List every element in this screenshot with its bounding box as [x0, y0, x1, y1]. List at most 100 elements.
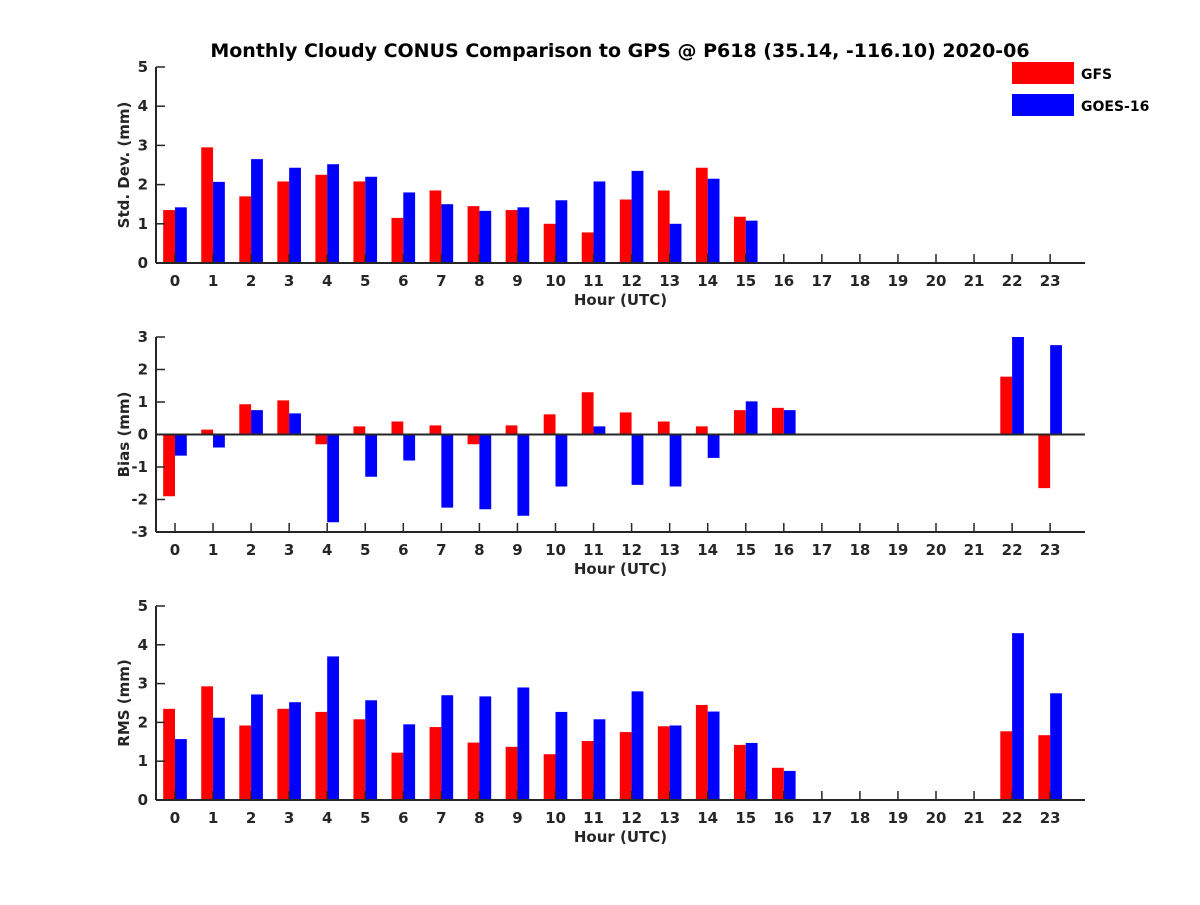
bar-std-dev-gfs-4: [315, 174, 328, 263]
bar-rms-goes16-10: [555, 711, 568, 800]
bar-std-dev-gfs-9: [505, 210, 518, 263]
bar-std-dev-goes16-14: [707, 178, 720, 263]
x-tick-label-bias-22: 22: [1002, 541, 1023, 559]
bar-bias-goes16-9: [517, 434, 530, 516]
x-tick-label-std-dev-0: 0: [170, 272, 180, 290]
x-tick-label-rms-6: 6: [398, 809, 408, 827]
x-tick-label-std-dev-3: 3: [284, 272, 294, 290]
y-tick-label-std-dev-4: 4: [138, 97, 148, 115]
y-tick-label-std-dev-0: 0: [138, 254, 148, 272]
x-axis-label-bias: Hour (UTC): [574, 560, 667, 578]
bar-std-dev-goes16-6: [403, 192, 416, 263]
bar-std-dev-gfs-8: [467, 206, 480, 263]
x-tick-label-rms-7: 7: [436, 809, 446, 827]
bar-std-dev-goes16-3: [289, 167, 301, 263]
bar-bias-goes16-10: [555, 434, 568, 487]
bar-rms-gfs-5: [353, 719, 366, 800]
bar-bias-goes16-22: [1012, 337, 1024, 435]
bar-rms-gfs-6: [391, 752, 404, 800]
x-tick-label-bias-9: 9: [512, 541, 522, 559]
x-tick-label-bias-11: 11: [583, 541, 604, 559]
x-tick-label-bias-1: 1: [208, 541, 218, 559]
bar-std-dev-goes16-8: [479, 210, 492, 263]
bar-std-dev-gfs-12: [619, 199, 632, 263]
x-tick-label-bias-20: 20: [926, 541, 947, 559]
x-tick-label-std-dev-9: 9: [512, 272, 522, 290]
x-tick-label-rms-20: 20: [926, 809, 947, 827]
bar-rms-goes16-11: [593, 719, 606, 800]
bar-bias-gfs-3: [277, 400, 290, 435]
x-tick-label-rms-5: 5: [360, 809, 370, 827]
bar-rms-gfs-7: [429, 727, 442, 800]
x-tick-label-std-dev-7: 7: [436, 272, 446, 290]
bar-bias-gfs-22: [1000, 376, 1013, 435]
x-tick-label-rms-22: 22: [1002, 809, 1023, 827]
bar-rms-goes16-5: [365, 700, 378, 800]
x-tick-label-std-dev-18: 18: [849, 272, 870, 290]
bar-bias-gfs-12: [619, 412, 632, 435]
x-tick-label-std-dev-14: 14: [697, 272, 718, 290]
x-tick-label-rms-19: 19: [888, 809, 909, 827]
x-tick-label-rms-11: 11: [583, 809, 604, 827]
bar-rms-gfs-15: [733, 744, 746, 800]
x-tick-label-std-dev-6: 6: [398, 272, 408, 290]
bar-std-dev-gfs-15: [733, 216, 746, 263]
x-tick-label-rms-14: 14: [697, 809, 718, 827]
bar-rms-goes16-13: [669, 725, 682, 800]
bar-rms-goes16-1: [213, 717, 225, 800]
x-tick-label-rms-10: 10: [545, 809, 566, 827]
bar-bias-gfs-5: [353, 426, 366, 435]
legend-label-gfs: GFS: [1081, 67, 1112, 83]
x-tick-label-std-dev-22: 22: [1002, 272, 1023, 290]
legend: GFS GOES-16: [1012, 62, 1149, 116]
bar-bias-goes16-11: [593, 426, 606, 435]
bar-rms-gfs-11: [581, 741, 594, 800]
x-tick-label-rms-1: 1: [208, 809, 218, 827]
bar-bias-gfs-10: [543, 414, 556, 435]
bar-bias-gfs-8: [467, 434, 480, 445]
bar-rms-goes16-9: [517, 687, 530, 800]
bar-std-dev-goes16-2: [251, 159, 263, 263]
x-tick-label-std-dev-23: 23: [1040, 272, 1061, 290]
x-tick-label-std-dev-20: 20: [926, 272, 947, 290]
bar-rms-goes16-8: [479, 696, 492, 800]
bar-std-dev-gfs-2: [239, 196, 252, 263]
bar-rms-gfs-9: [505, 746, 518, 800]
y-tick-label-rms-1: 1: [138, 752, 148, 770]
bar-std-dev-goes16-15: [745, 220, 758, 263]
x-tick-label-bias-8: 8: [474, 541, 484, 559]
bar-std-dev-gfs-10: [543, 223, 556, 263]
bar-rms-gfs-22: [1000, 731, 1013, 800]
x-tick-label-rms-4: 4: [322, 809, 332, 827]
x-tick-label-std-dev-16: 16: [773, 272, 794, 290]
y-tick-label-rms-4: 4: [138, 636, 148, 654]
x-tick-label-rms-3: 3: [284, 809, 294, 827]
y-tick-label-rms-3: 3: [138, 675, 148, 693]
x-tick-label-bias-10: 10: [545, 541, 566, 559]
bar-bias-gfs-9: [505, 425, 518, 435]
y-axis-label-rms: RMS (mm): [115, 659, 133, 746]
bar-std-dev-goes16-0: [175, 207, 187, 263]
bar-bias-goes16-12: [631, 434, 644, 485]
bar-rms-goes16-6: [403, 724, 416, 800]
y-tick-label-bias--2: -2: [131, 491, 148, 509]
x-tick-label-std-dev-12: 12: [621, 272, 642, 290]
bar-rms-gfs-16: [772, 767, 784, 800]
bar-std-dev-goes16-11: [593, 181, 606, 263]
bar-rms-gfs-1: [201, 686, 214, 800]
bar-bias-gfs-2: [239, 404, 252, 435]
x-tick-label-bias-12: 12: [621, 541, 642, 559]
bar-rms-goes16-16: [783, 770, 796, 800]
x-tick-label-bias-4: 4: [322, 541, 332, 559]
bar-bias-gfs-14: [695, 426, 708, 435]
bar-std-dev-gfs-0: [163, 210, 175, 263]
y-tick-label-bias--1: -1: [131, 458, 148, 476]
x-tick-label-bias-3: 3: [284, 541, 294, 559]
y-tick-label-bias-3: 3: [138, 328, 148, 346]
x-tick-label-std-dev-10: 10: [545, 272, 566, 290]
